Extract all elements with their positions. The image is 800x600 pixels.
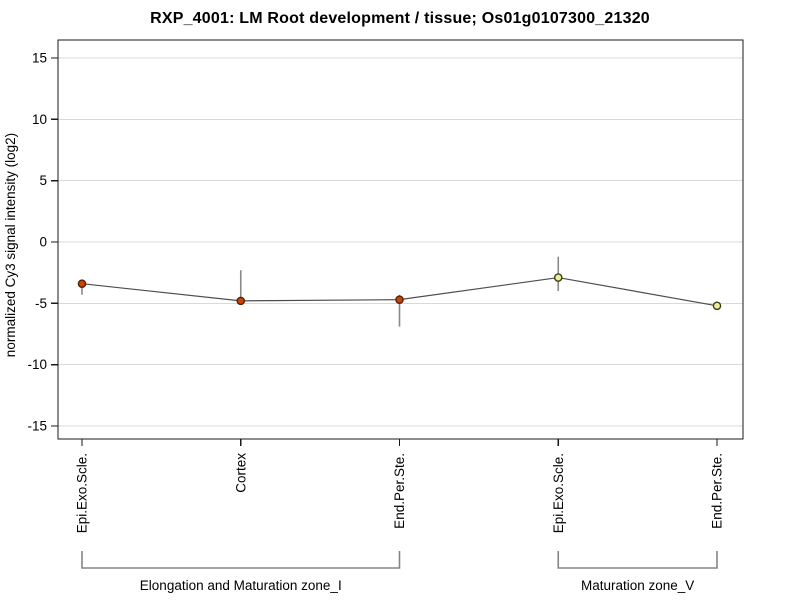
y-tick-label: 10 — [32, 112, 47, 127]
group-label: Elongation and Maturation zone_I — [140, 578, 342, 593]
chart-title: RXP_4001: LM Root development / tissue; … — [150, 10, 650, 27]
y-tick-label: 0 — [39, 235, 47, 250]
y-tick-label: -10 — [27, 357, 47, 372]
x-tick-label: Cortex — [233, 453, 248, 493]
data-point — [395, 295, 404, 304]
group-bracket — [81, 551, 401, 569]
data-point — [553, 273, 563, 282]
group-label: Maturation zone_V — [581, 578, 694, 593]
x-tick-label: Epi.Exo.Scle. — [75, 453, 90, 533]
data-point — [236, 296, 246, 306]
y-tick-label: 5 — [39, 173, 47, 188]
x-tick-label: Epi.Exo.Scle. — [551, 453, 566, 533]
y-tick-label: -15 — [27, 419, 47, 434]
x-tick-label: End.Per.Ste. — [392, 453, 407, 529]
y-tick-label: -5 — [35, 296, 47, 311]
x-tick-label: End.Per.Ste. — [710, 453, 725, 529]
data-point — [77, 279, 87, 289]
plot-border — [57, 39, 744, 440]
y-tick-label: 15 — [32, 50, 47, 65]
group-bracket — [557, 551, 718, 569]
data-point — [712, 301, 722, 311]
